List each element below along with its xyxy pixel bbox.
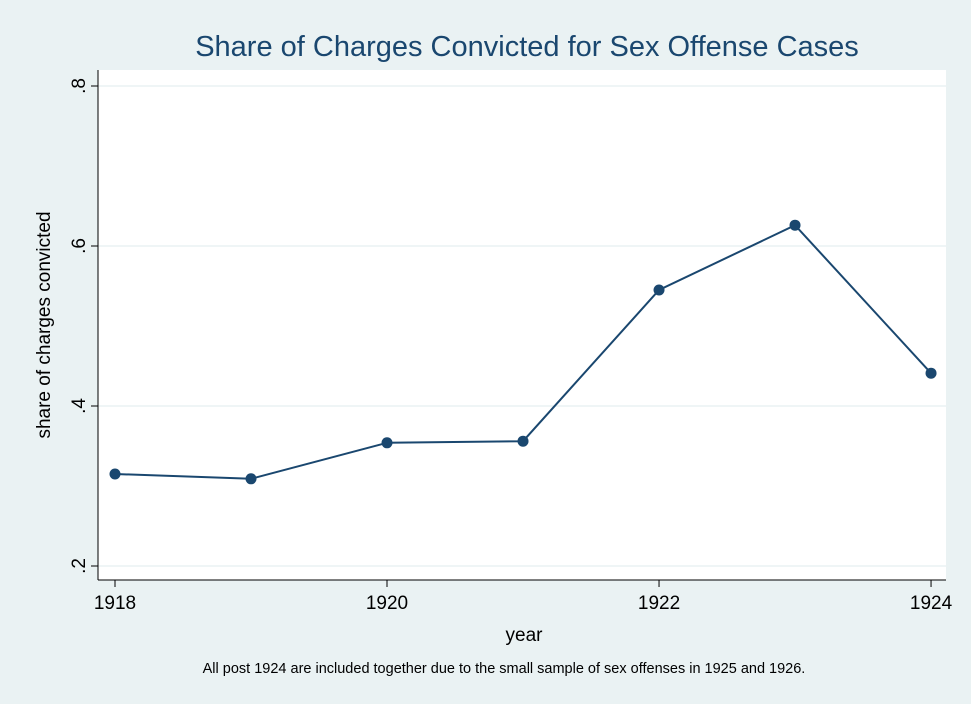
plot-area [98,70,946,580]
x-tick-label: 1918 [94,593,136,614]
x-tick-label: 1920 [366,593,408,614]
x-axis-label: year [506,625,544,646]
y-tick-label: .4 [69,398,90,414]
point [789,219,801,231]
point [653,284,665,296]
chart-title: Share of Charges Convicted for Sex Offen… [195,31,859,63]
point [381,437,393,449]
note: All post 1924 are included together due … [203,661,806,677]
point [517,435,529,447]
y-tick-label: .8 [69,78,90,94]
y-tick-label: .6 [69,238,90,254]
point [245,473,257,485]
point [925,367,937,379]
point [109,468,121,480]
x-tick-label: 1922 [638,593,680,614]
x-tick-label: 1924 [910,593,953,614]
y-axis-label: share of charges convicted [34,211,55,438]
y-tick-label: .2 [69,558,90,574]
